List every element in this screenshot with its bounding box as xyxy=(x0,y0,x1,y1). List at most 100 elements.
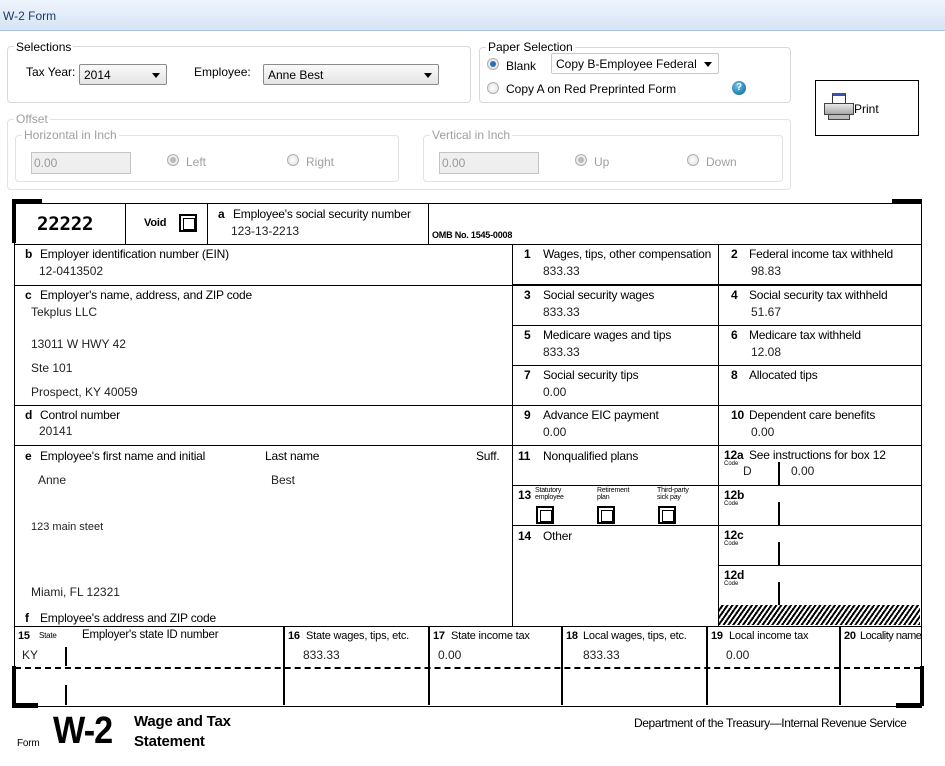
box-value: 833.33 xyxy=(543,305,580,319)
box-label: Employee's address and ZIP code xyxy=(40,611,216,625)
department-label: Department of the Treasury—Internal Reve… xyxy=(634,716,907,730)
code-label: Code xyxy=(724,581,739,587)
divider xyxy=(778,582,780,605)
edge-mark xyxy=(920,666,924,706)
box-12a: 12a See instructions for box 12 Code D 0.00 xyxy=(718,445,922,486)
wage-tax-title: Wage and Tax xyxy=(134,713,231,730)
divider xyxy=(428,627,430,705)
box-label: Federal income tax withheld xyxy=(749,247,894,261)
up-radio[interactable] xyxy=(575,154,587,166)
employer-address2: Ste 101 xyxy=(31,361,73,375)
copy-a-label: Copy A on Red Preprinted Form xyxy=(506,82,677,96)
down-radio[interactable] xyxy=(687,154,699,166)
box-number: 3 xyxy=(524,288,531,302)
box-label: Local income tax xyxy=(729,630,809,642)
box-label: Locality name xyxy=(860,630,922,642)
state-tax-value: 0.00 xyxy=(438,648,462,662)
box-13: 13 Statutory employee Retirement plan Th… xyxy=(512,485,719,526)
corner-mark xyxy=(896,703,922,708)
box-5: 5 Medicare wages and tips 833.33 xyxy=(512,325,719,366)
copy-select-value: Copy B-Employee Federal xyxy=(556,57,697,71)
help-icon[interactable]: ? xyxy=(732,81,746,95)
ssn-value: 123-13-2213 xyxy=(231,224,300,238)
box-letter: d xyxy=(25,408,33,422)
employer-address: 13011 W HWY 42 xyxy=(31,337,126,351)
code-label: Code xyxy=(724,461,739,467)
box-label: Dependent care benefits xyxy=(749,408,876,422)
offset-legend: Offset xyxy=(14,112,50,126)
selections-group xyxy=(7,46,471,103)
box-label: State wages, tips, etc. xyxy=(306,630,410,642)
state-wages-value: 833.33 xyxy=(303,648,340,662)
box-4: 4 Social security tax withheld 51.67 xyxy=(718,285,922,326)
left-label: Left xyxy=(186,155,207,169)
state-value: KY xyxy=(22,648,39,662)
retirement-checkbox[interactable] xyxy=(597,506,615,524)
horizontal-offset-input[interactable]: 0.00 xyxy=(31,152,131,174)
box-number: 11 xyxy=(518,449,531,463)
chevron-down-icon xyxy=(704,62,712,67)
local-wages-value: 833.33 xyxy=(583,648,620,662)
last-name-label: Last name xyxy=(265,449,320,463)
corner-mark xyxy=(12,199,42,204)
box-number: 18 xyxy=(566,630,578,642)
box-d: d Control number 20141 xyxy=(14,405,513,446)
right-label: Right xyxy=(306,155,335,169)
chevron-down-icon xyxy=(424,73,432,78)
box-letter: c xyxy=(25,288,32,302)
copy-select[interactable]: Copy B-Employee Federal xyxy=(551,53,719,74)
offset-group xyxy=(7,119,791,190)
statement-title: Statement xyxy=(134,733,205,750)
vertical-offset-input[interactable]: 0.00 xyxy=(439,152,539,174)
box-label: Social security wages xyxy=(543,288,655,302)
window-title: W-2 Form xyxy=(0,0,945,31)
void-cell: Void xyxy=(125,203,208,245)
tax-year-select[interactable]: 2014 xyxy=(79,64,167,85)
print-label: Print xyxy=(854,102,879,116)
horizontal-group xyxy=(15,135,399,182)
box-value: 0.00 xyxy=(543,425,567,439)
printer-icon xyxy=(824,93,854,121)
void-checkbox[interactable] xyxy=(179,214,197,232)
box-12c: 12c Code xyxy=(718,525,922,566)
employee-city: Miami, FL 12321 xyxy=(31,585,120,599)
box-label: Other xyxy=(543,529,573,543)
print-button[interactable]: Print xyxy=(815,80,919,136)
suffix-label: Suff. xyxy=(476,449,500,463)
box-e: e Employee's first name and initial Last … xyxy=(14,445,513,627)
box-number: 17 xyxy=(433,630,445,642)
box-number: 8 xyxy=(731,368,738,382)
box-c: c Employer's name, address, and ZIP code … xyxy=(14,285,513,406)
box-value: 12.08 xyxy=(751,345,782,359)
box-number: 4 xyxy=(731,288,738,302)
right-radio[interactable] xyxy=(287,154,299,166)
box-label: Medicare tax withheld xyxy=(749,328,861,342)
thirdparty-checkbox[interactable] xyxy=(658,506,676,524)
box-number: 1 xyxy=(524,247,531,261)
statutory-checkbox[interactable] xyxy=(536,506,554,524)
box-value: 98.83 xyxy=(751,264,782,278)
employee-select[interactable]: Anne Best xyxy=(263,64,439,85)
tax-year-label: Tax Year: xyxy=(26,65,76,79)
box-3: 3 Social security wages 833.33 xyxy=(512,285,719,326)
box-value: 833.33 xyxy=(543,345,580,359)
copy-a-radio[interactable] xyxy=(487,82,499,94)
box-label: Advance EIC payment xyxy=(543,408,659,422)
divider xyxy=(778,502,780,525)
code-label: Code xyxy=(724,501,739,507)
box-label: Local wages, tips, etc. xyxy=(583,630,687,642)
employee-label: Employee: xyxy=(194,65,251,79)
blank-radio[interactable] xyxy=(487,58,499,70)
box-number: 12b xyxy=(724,488,745,502)
vertical-legend: Vertical in Inch xyxy=(430,128,513,142)
box-7: 7 Social security tips 0.00 xyxy=(512,365,719,406)
box-label: Social security tips xyxy=(543,368,639,382)
box-number: 6 xyxy=(731,328,738,342)
box-value: 833.33 xyxy=(543,264,580,278)
vertical-group xyxy=(423,135,783,182)
left-radio[interactable] xyxy=(167,154,179,166)
box-9: 9 Advance EIC payment 0.00 xyxy=(512,405,719,446)
employee-address: 123 main steet xyxy=(31,521,104,533)
box-number: 19 xyxy=(711,630,723,642)
up-label: Up xyxy=(594,155,610,169)
